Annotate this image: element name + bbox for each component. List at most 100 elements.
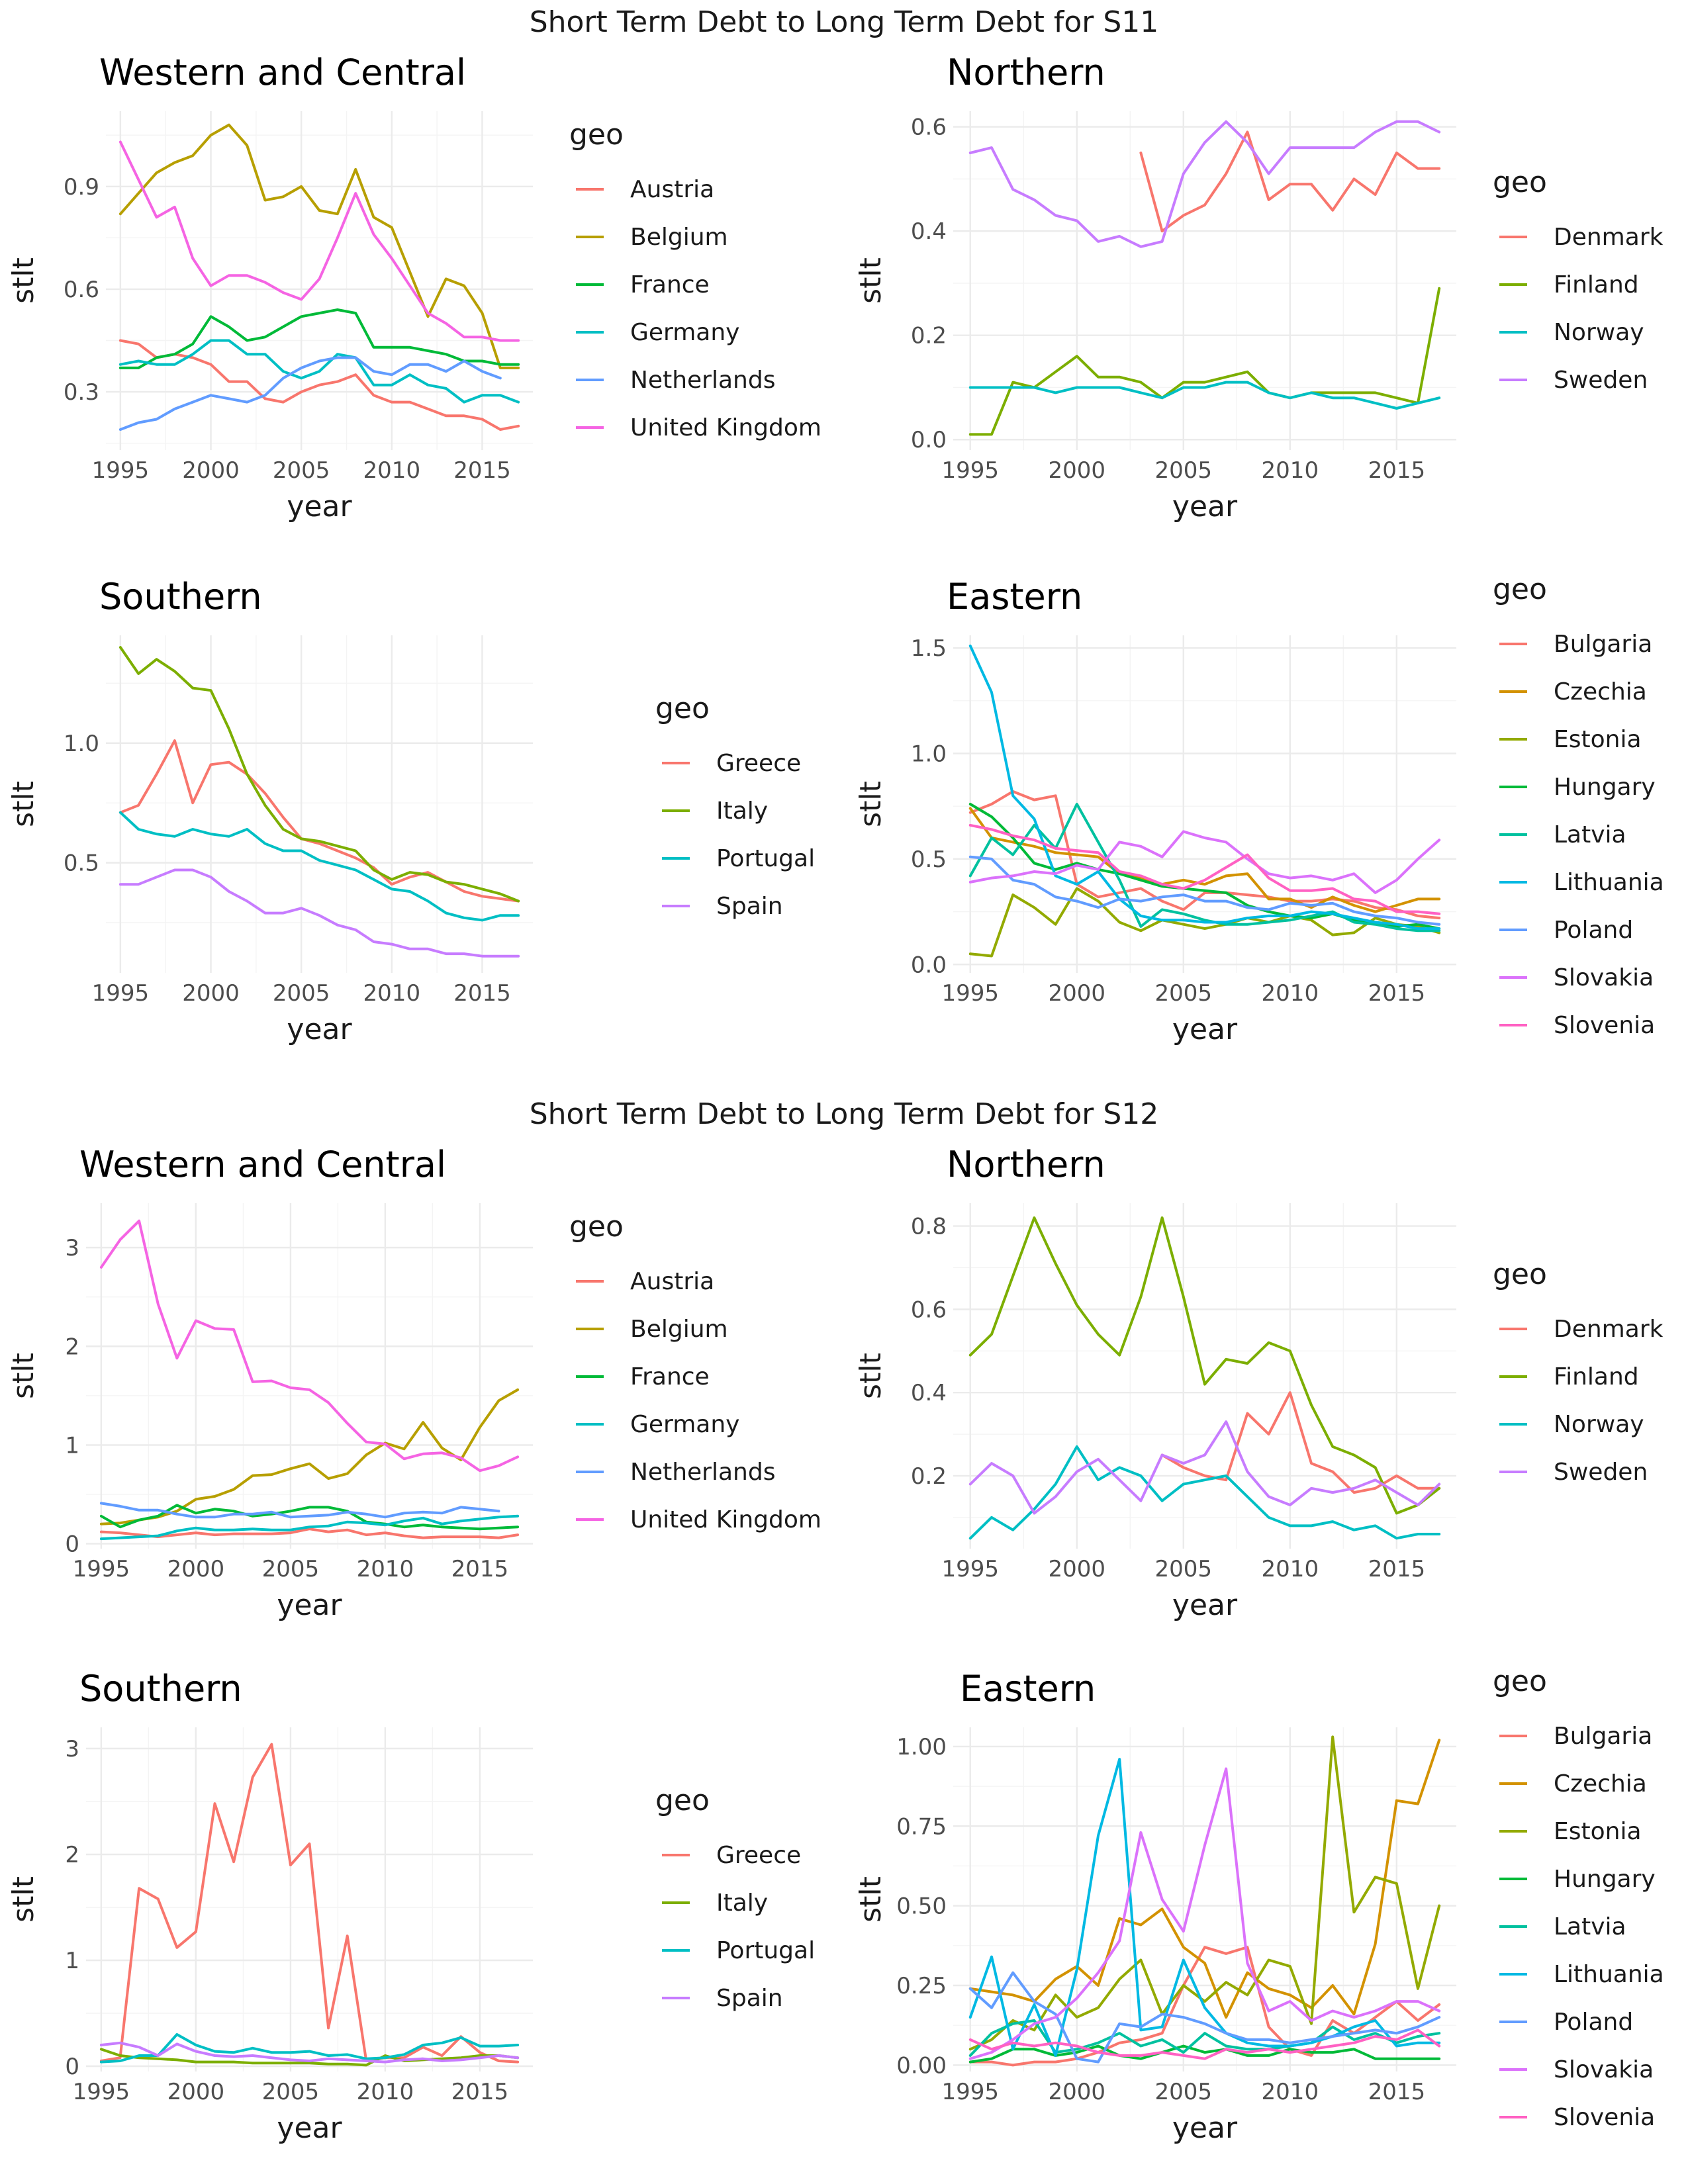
legend-label: Greece xyxy=(716,750,801,777)
series-line-germany xyxy=(99,1514,520,1541)
y-tick-label: 0 xyxy=(65,2054,79,2080)
legend-label: Lithuania xyxy=(1554,1961,1664,1988)
legend-title: geo xyxy=(1493,1664,1547,1698)
y-tick-label: 1.00 xyxy=(896,1734,947,1760)
y-tick-label: 0.50 xyxy=(896,1893,947,1920)
series-line-united-kingdom xyxy=(99,1219,520,1473)
x-axis-title: year xyxy=(1172,490,1238,523)
panel-2: 1995 2000 2005 2010 2015 0.5 1.0 Southern year st… xyxy=(7,576,815,1046)
y-tick-label: 3 xyxy=(65,1235,79,1261)
series-line-slovakia xyxy=(968,830,1441,894)
y-tick-label: 3 xyxy=(65,1736,79,1762)
panel-title: Eastern xyxy=(960,1668,1096,1709)
x-tick-label: 2000 xyxy=(1049,2079,1106,2105)
series-line-slovenia xyxy=(968,2028,1441,2060)
y-axis-title: stlt xyxy=(7,1876,40,1923)
series-line-norway xyxy=(968,381,1441,410)
x-tick-label: 2015 xyxy=(453,980,511,1007)
legend-label: Finland xyxy=(1554,1363,1639,1390)
legend-label: Czechia xyxy=(1554,1770,1647,1797)
figure-title-s11: Short Term Debt to Long Term Debt for S1… xyxy=(529,5,1159,39)
x-tick-label: 2005 xyxy=(1155,2079,1213,2105)
panel-6: 1995 2000 2005 2010 2015 0 1 2 3 Southern year stlt… xyxy=(7,1668,815,2145)
x-axis-title: year xyxy=(277,1588,342,1622)
x-tick-label: 2000 xyxy=(167,2079,225,2105)
series-line-poland xyxy=(968,1971,1441,2064)
x-tick-label: 2005 xyxy=(273,980,330,1007)
legend-label: Italy xyxy=(716,797,768,825)
x-axis-title: year xyxy=(277,2111,342,2145)
y-tick-label: 0.00 xyxy=(896,2052,947,2079)
y-tick-label: 0.8 xyxy=(911,1214,947,1240)
x-tick-label: 2010 xyxy=(1262,980,1319,1007)
legend-label: Spain xyxy=(716,893,783,920)
x-tick-label: 1995 xyxy=(73,1556,130,1582)
panel-title: Northern xyxy=(947,52,1105,93)
panel-title: Western and Central xyxy=(99,52,466,93)
series-line-denmark xyxy=(1139,130,1441,233)
series-line-belgium xyxy=(118,123,520,369)
legend-label: France xyxy=(630,271,710,298)
x-tick-label: 2000 xyxy=(1049,457,1106,484)
legend-title: geo xyxy=(1493,572,1547,606)
legend-title: geo xyxy=(569,118,624,152)
x-tick-label: 2010 xyxy=(357,1556,414,1582)
legend-label: Bulgaria xyxy=(1554,1723,1652,1750)
y-axis-title: stlt xyxy=(7,781,40,827)
legend-label: Greece xyxy=(716,1842,801,1869)
series-line-slovakia xyxy=(968,1767,1441,2060)
series-line-denmark xyxy=(1160,1391,1441,1494)
x-tick-label: 2000 xyxy=(1049,980,1106,1007)
series-line-portugal xyxy=(118,811,520,922)
legend-label: France xyxy=(630,1363,710,1390)
x-axis-title: year xyxy=(287,490,352,523)
x-tick-label: 2005 xyxy=(262,1556,320,1582)
x-tick-label: 2000 xyxy=(182,457,240,484)
panel-title: Eastern xyxy=(947,576,1082,617)
legend-label: Latvia xyxy=(1554,1913,1626,1940)
series-line-italy xyxy=(118,646,520,903)
series-line-sweden xyxy=(968,1420,1441,1515)
x-tick-label: 2010 xyxy=(363,980,421,1007)
legend-label: Netherlands xyxy=(630,1459,775,1486)
y-tick-label: 0.4 xyxy=(911,1380,947,1406)
series-line-poland xyxy=(968,855,1441,926)
figure-title-s12: Short Term Debt to Long Term Debt for S1… xyxy=(529,1097,1159,1131)
y-axis-title: stlt xyxy=(854,781,888,827)
series-line-czechia xyxy=(968,1739,1441,2019)
legend-label: Slovakia xyxy=(1554,2056,1654,2083)
legend-label: Lithuania xyxy=(1554,869,1664,896)
panel-title: Southern xyxy=(99,576,262,617)
y-tick-label: 0.25 xyxy=(896,1973,947,1999)
legend-label: Sweden xyxy=(1554,1459,1648,1486)
x-tick-label: 1995 xyxy=(941,457,999,484)
legend-label: Germany xyxy=(630,1411,739,1438)
series-line-netherlands xyxy=(118,356,502,431)
y-tick-label: 0.3 xyxy=(64,379,99,406)
x-tick-label: 2015 xyxy=(451,2079,509,2105)
legend-title: geo xyxy=(1493,165,1547,199)
legend-label: Slovenia xyxy=(1554,2104,1655,2131)
series-line-lithuania xyxy=(968,1758,1441,2057)
legend-label: Spain xyxy=(716,1985,783,2012)
y-axis-title: stlt xyxy=(7,1353,40,1399)
legend-label: United Kingdom xyxy=(630,1506,821,1533)
x-tick-label: 2015 xyxy=(1368,457,1426,484)
series-line-austria xyxy=(99,1527,520,1539)
series-line-spain xyxy=(99,2041,520,2064)
legend: geo Bulgaria Czechia Estonia Hungary Latvia Li… xyxy=(1493,572,1664,1039)
legend-label: Portugal xyxy=(716,845,815,872)
y-tick-label: 0.4 xyxy=(911,218,947,245)
y-tick-label: 0.0 xyxy=(911,427,947,453)
series-line-estonia xyxy=(968,887,1441,958)
y-axis-title: stlt xyxy=(854,1353,888,1399)
y-tick-label: 1 xyxy=(65,1948,79,1974)
x-tick-label: 2015 xyxy=(1368,980,1426,1007)
y-axis-title: stlt xyxy=(7,257,40,304)
x-tick-label: 1995 xyxy=(92,980,150,1007)
